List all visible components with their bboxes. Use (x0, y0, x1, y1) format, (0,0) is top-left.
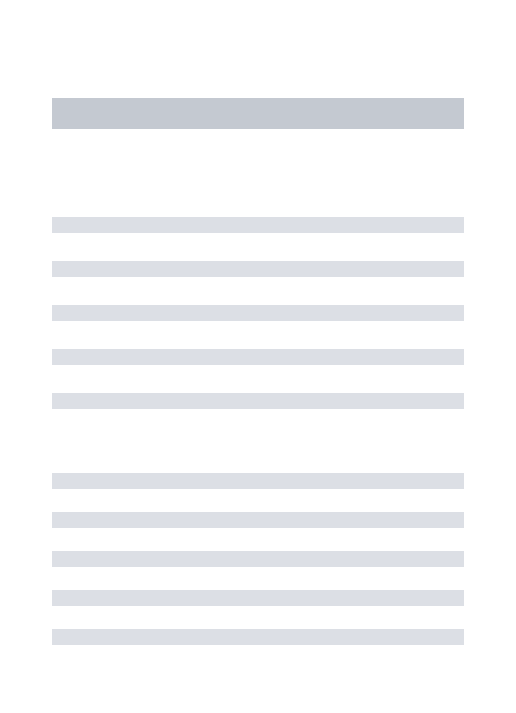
skeleton-line (52, 305, 464, 321)
skeleton-line (52, 349, 464, 365)
skeleton-line (52, 393, 464, 409)
skeleton-line (52, 261, 464, 277)
skeleton-line (52, 512, 464, 528)
skeleton-heading-bar (52, 98, 464, 129)
skeleton-line-group-2 (52, 473, 464, 645)
skeleton-line (52, 473, 464, 489)
skeleton-line-group-1 (52, 217, 464, 409)
skeleton-line (52, 629, 464, 645)
skeleton-document (0, 0, 516, 645)
skeleton-line (52, 551, 464, 567)
skeleton-line (52, 590, 464, 606)
skeleton-line (52, 217, 464, 233)
